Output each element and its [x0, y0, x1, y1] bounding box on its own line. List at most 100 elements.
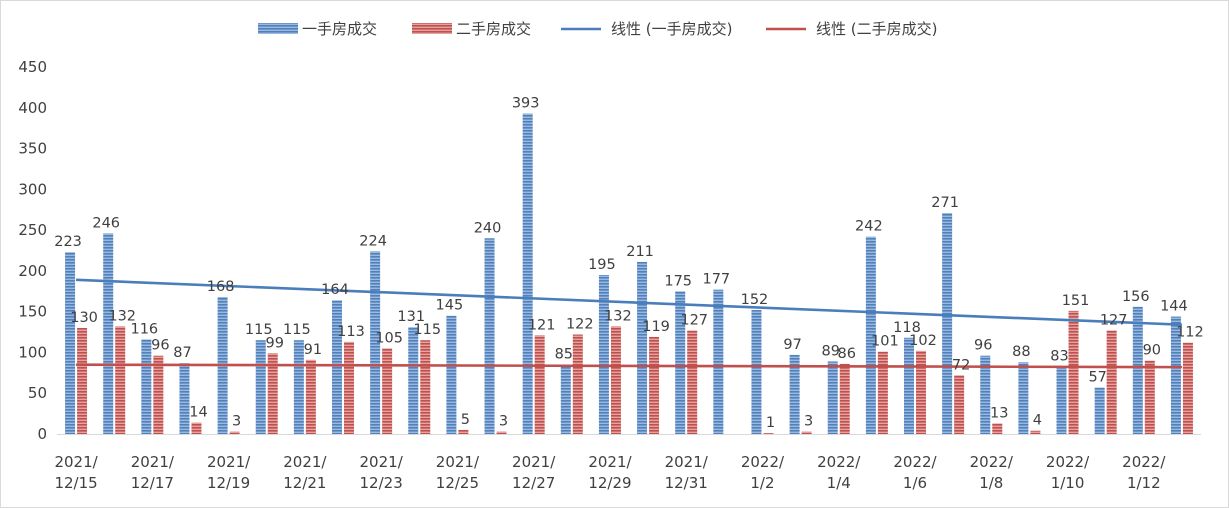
- bar-new-home: [865, 236, 876, 434]
- data-label-resale-home: 119: [642, 319, 670, 335]
- bar-new-home: [522, 113, 533, 434]
- data-label-resale-home: 3: [499, 414, 508, 430]
- x-tick-label: 2022/1/4: [817, 453, 861, 492]
- x-tick-label: 2021/12/29: [588, 453, 632, 492]
- legend-swatch: [412, 23, 452, 34]
- y-tick-label: 50: [28, 384, 47, 402]
- bar-new-home: [103, 233, 114, 434]
- bar-new-home: [1132, 306, 1143, 434]
- bar-resale-home: [763, 433, 774, 434]
- data-label-new-home: 168: [207, 279, 235, 295]
- legend-label: 线性 (一手房成交): [611, 20, 732, 38]
- x-tick-label: 2022/1/6: [893, 453, 937, 492]
- data-label-resale-home: 132: [604, 308, 632, 324]
- data-label-new-home: 156: [1122, 289, 1150, 305]
- bar-resale-home: [1144, 360, 1155, 434]
- bar-new-home: [370, 251, 381, 434]
- bar-new-home: [827, 361, 838, 434]
- y-tick-label: 100: [18, 343, 47, 361]
- x-tick-label: 2022/1/12: [1122, 453, 1166, 492]
- bar-new-home: [1170, 316, 1181, 434]
- x-tick-label: 2021/12/21: [283, 453, 327, 492]
- x-tick-label: 2021/12/25: [436, 453, 480, 492]
- bar-new-home: [675, 291, 686, 434]
- bar-resale-home: [877, 351, 888, 434]
- bar-new-home: [179, 363, 190, 434]
- x-tick-label: 2021/12/17: [131, 453, 175, 492]
- data-label-resale-home: 105: [375, 330, 403, 346]
- y-tick-label: 200: [18, 262, 47, 280]
- data-label-resale-home: 96: [151, 338, 169, 354]
- data-label-resale-home: 127: [1100, 312, 1128, 328]
- bar-resale-home: [458, 429, 469, 434]
- bar-resale-home: [115, 326, 126, 434]
- data-label-new-home: 223: [54, 234, 82, 250]
- bar-resale-home: [1068, 310, 1079, 434]
- bar-new-home: [904, 337, 914, 434]
- x-tick-label: 2021/12/31: [665, 453, 709, 492]
- bar-resale-home: [420, 340, 431, 434]
- data-label-new-home: 164: [321, 282, 349, 298]
- data-label-resale-home: 91: [304, 342, 322, 358]
- y-tick-label: 150: [18, 303, 47, 321]
- data-label-new-home: 57: [1088, 370, 1106, 386]
- bar-new-home: [980, 355, 991, 434]
- x-tick-label: 2021/12/23: [360, 453, 404, 492]
- data-label-resale-home: 115: [413, 322, 441, 338]
- data-label-new-home: 175: [664, 273, 692, 289]
- trendline: [76, 363, 1182, 369]
- data-label-new-home: 115: [245, 322, 273, 338]
- data-label-resale-home: 127: [680, 312, 708, 328]
- data-label-new-home: 224: [359, 233, 387, 249]
- x-tick-label: 2021/12/15: [54, 453, 98, 492]
- data-label-resale-home: 122: [566, 317, 594, 333]
- data-label-new-home: 96: [974, 338, 992, 354]
- data-label-new-home: 242: [855, 219, 883, 235]
- bar-new-home: [560, 364, 571, 434]
- y-tick-label: 400: [18, 99, 47, 117]
- data-label-resale-home: 4: [1033, 413, 1042, 429]
- bar-resale-home: [77, 327, 88, 434]
- data-label-resale-home: 102: [909, 333, 937, 349]
- data-label-resale-home: 121: [528, 317, 556, 333]
- data-label-new-home: 131: [397, 309, 425, 325]
- bar-resale-home: [1030, 430, 1041, 434]
- data-label-new-home: 118: [893, 320, 921, 336]
- data-label-new-home: 145: [436, 298, 464, 314]
- bar-resale-home: [610, 326, 621, 434]
- data-label-resale-home: 86: [838, 346, 856, 362]
- bar-resale-home: [267, 353, 278, 434]
- bar-resale-home: [801, 431, 812, 434]
- bar-resale-home: [344, 341, 354, 434]
- data-label-resale-home: 72: [952, 357, 970, 373]
- x-tick-label: 2021/12/27: [512, 453, 556, 492]
- y-tick-label: 350: [18, 140, 47, 158]
- bar-resale-home: [229, 431, 240, 434]
- legend-label: 线性 (二手房成交): [816, 20, 937, 38]
- data-label-resale-home: 3: [804, 414, 813, 430]
- y-axis: 0 50 100 150 200 250 300 350 400 450: [18, 58, 47, 443]
- bars: [65, 113, 1193, 434]
- bar-resale-home: [153, 355, 164, 434]
- bar-new-home: [942, 212, 953, 434]
- data-label-resale-home: 3: [232, 414, 241, 430]
- data-label-new-home: 87: [173, 345, 191, 361]
- data-label-new-home: 83: [1050, 348, 1068, 364]
- y-tick-label: 0: [37, 425, 47, 443]
- data-label-new-home: 116: [130, 321, 158, 337]
- bar-resale-home: [687, 330, 698, 434]
- data-label-new-home: 195: [588, 257, 616, 273]
- data-label-resale-home: 90: [1143, 343, 1161, 359]
- data-label-new-home: 85: [555, 347, 573, 363]
- data-label-new-home: 152: [741, 292, 769, 308]
- x-tick-label: 2022/1/10: [1046, 453, 1090, 492]
- bar-resale-home: [305, 359, 316, 434]
- data-label-resale-home: 132: [108, 308, 136, 324]
- bar-resale-home: [572, 334, 583, 434]
- data-label-new-home: 144: [1160, 299, 1188, 315]
- trendline: [76, 278, 1182, 327]
- y-tick-label: 450: [18, 58, 47, 76]
- bar-resale-home: [916, 350, 926, 434]
